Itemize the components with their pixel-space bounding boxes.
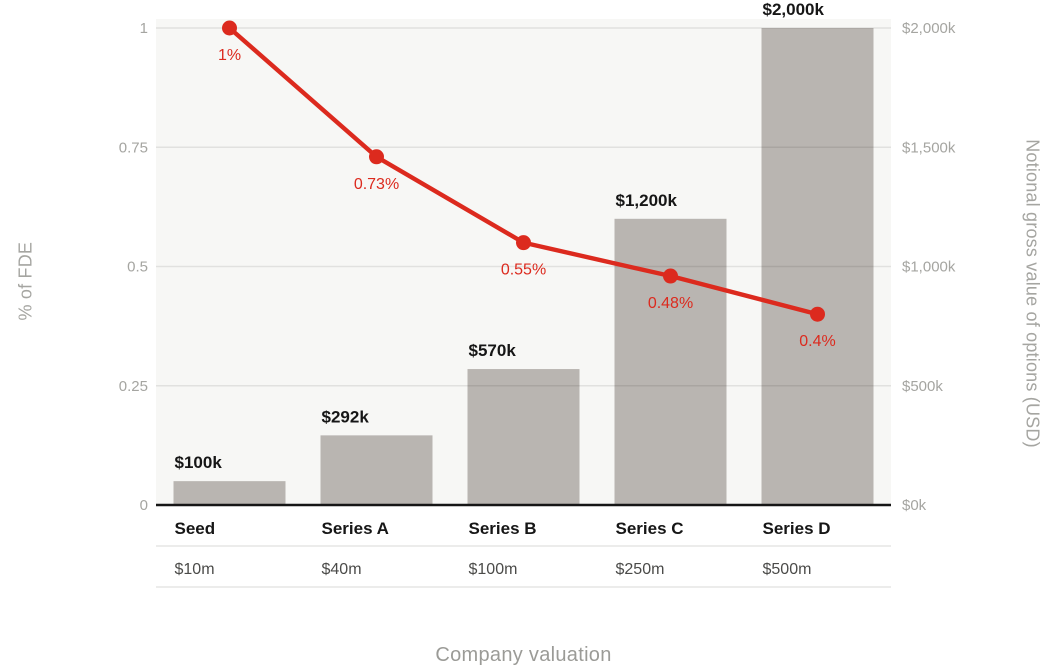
bar-series-a — [320, 435, 433, 505]
valuation-value: $100m — [469, 561, 518, 578]
right-axis-tick-label: $1,000k — [902, 259, 956, 276]
line-point — [516, 235, 531, 251]
line-point-label: 0.4% — [799, 333, 835, 350]
left-axis-tick-label: 0 — [140, 497, 148, 514]
bar-series-d — [761, 28, 874, 505]
left-axis-tick-label: 0.5 — [127, 259, 148, 276]
right-axis-tick-label: $2,000k — [902, 20, 956, 37]
line-point — [222, 20, 237, 36]
line-point-label: 1% — [218, 47, 241, 64]
right-axis-tick-label: $1,500k — [902, 139, 956, 156]
bar-series-b — [467, 369, 580, 505]
category-label-series-c: Series C — [616, 519, 684, 538]
line-point — [369, 149, 384, 165]
right-axis-tick-label: $0k — [902, 497, 927, 514]
line-point-label: 0.48% — [648, 295, 693, 312]
right-axis-tick-label: $500k — [902, 378, 943, 395]
bar-series-c — [614, 218, 727, 506]
line-point — [810, 306, 825, 322]
bar-value-label: $570k — [469, 341, 517, 360]
category-label-series-b: Series B — [469, 519, 537, 538]
valuation-value: $250m — [616, 561, 665, 578]
left-axis-tick-label: 0.75 — [119, 139, 148, 156]
valuation-value: $40m — [322, 561, 362, 578]
x-axis-title: Company valuation — [435, 644, 612, 666]
line-point — [663, 268, 678, 284]
bar-value-label: $292k — [322, 407, 370, 426]
bar-seed — [173, 481, 286, 505]
bar-value-label: $1,200k — [616, 191, 678, 210]
category-label-seed: Seed — [175, 519, 216, 538]
bar-value-label: $2,000k — [763, 0, 825, 19]
line-point-label: 0.55% — [501, 262, 546, 279]
category-label-series-a: Series A — [322, 519, 389, 538]
line-point-label: 0.73% — [354, 176, 399, 193]
valuation-value: $10m — [175, 561, 215, 578]
left-axis-tick-label: 1 — [140, 20, 148, 37]
category-label-series-d: Series D — [763, 519, 831, 538]
left-axis-tick-label: 0.25 — [119, 378, 148, 395]
valuation-value: $500m — [763, 561, 812, 578]
bar-value-label: $100k — [175, 453, 223, 472]
